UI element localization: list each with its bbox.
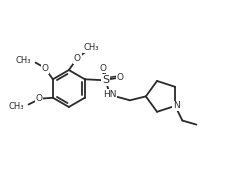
Text: CH₃: CH₃ (15, 56, 31, 65)
Text: HN: HN (103, 90, 116, 99)
Text: O: O (35, 94, 42, 103)
Text: CH₃: CH₃ (8, 102, 24, 111)
Text: S: S (102, 75, 109, 85)
Text: O: O (42, 64, 49, 73)
Text: CH₃: CH₃ (84, 43, 99, 52)
Text: N: N (173, 101, 179, 110)
Text: O: O (74, 54, 81, 63)
Text: O: O (117, 73, 124, 82)
Text: O: O (99, 64, 106, 73)
